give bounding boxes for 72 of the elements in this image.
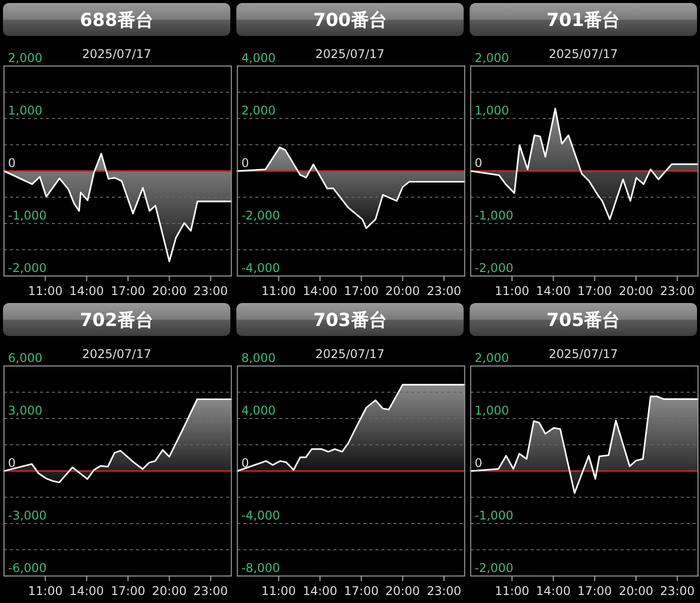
y-tick-label: 1,000 <box>474 404 510 418</box>
chart-title: 703番台 <box>313 310 387 331</box>
y-tick-label: 1,000 <box>8 104 42 118</box>
y-tick-label: 0 <box>241 156 249 170</box>
y-tick-label: -1,000 <box>474 508 514 522</box>
x-tick-label: 20:00 <box>385 584 420 598</box>
x-tick-label: 23:00 <box>660 584 695 598</box>
y-tick-label: -4,000 <box>241 508 280 522</box>
y-tick-label: -2,000 <box>474 561 514 575</box>
chart-title: 701番台 <box>546 10 620 31</box>
x-tick-label: 11:00 <box>261 284 296 298</box>
chart-subtitle: 2025/07/17 <box>548 47 618 61</box>
chart-title: 702番台 <box>80 310 154 331</box>
x-tick-label: 17:00 <box>110 284 146 298</box>
y-tick-label: 4,000 <box>241 51 276 65</box>
x-tick-label: 17:00 <box>110 584 146 598</box>
x-tick-label: 23:00 <box>193 284 228 298</box>
x-tick-label: 14:00 <box>69 584 104 598</box>
y-tick-label: 8,000 <box>241 351 276 365</box>
y-tick-label: -4,000 <box>241 261 280 275</box>
chart-subtitle: 2025/07/17 <box>548 347 618 361</box>
x-tick-label: 17:00 <box>577 584 612 598</box>
y-tick-label: 6,000 <box>8 351 42 365</box>
x-tick-label: 20:00 <box>618 584 654 598</box>
y-tick-label: 2,000 <box>8 51 42 65</box>
x-tick-label: 11:00 <box>28 584 63 598</box>
y-tick-label: -6,000 <box>8 561 47 575</box>
x-tick-label: 11:00 <box>261 584 296 598</box>
chart-subtitle: 2025/07/17 <box>82 47 152 61</box>
x-tick-label: 23:00 <box>426 584 462 598</box>
y-tick-label: 3,000 <box>8 404 42 418</box>
x-tick-label: 17:00 <box>577 284 612 298</box>
chart-subtitle: 2025/07/17 <box>315 47 385 61</box>
x-tick-label: 20:00 <box>385 284 420 298</box>
chart-title: 700番台 <box>313 10 387 31</box>
y-tick-label: 4,000 <box>241 404 276 418</box>
x-tick-label: 14:00 <box>302 584 338 598</box>
x-tick-label: 11:00 <box>28 284 63 298</box>
x-tick-label: 11:00 <box>494 284 530 298</box>
y-tick-label: 0 <box>474 456 482 470</box>
x-tick-label: 14:00 <box>536 284 571 298</box>
x-tick-label: 20:00 <box>618 284 654 298</box>
y-tick-label: -8,000 <box>241 561 280 575</box>
y-tick-label: 2,000 <box>474 351 510 365</box>
y-tick-label: 2,000 <box>474 51 510 65</box>
y-tick-label: -3,000 <box>8 508 47 522</box>
y-tick-label: -1,000 <box>474 208 514 222</box>
x-tick-label: 17:00 <box>344 584 379 598</box>
y-tick-label: 0 <box>474 156 482 170</box>
x-tick-label: 14:00 <box>69 284 104 298</box>
x-tick-label: 14:00 <box>536 584 571 598</box>
y-tick-label: 2,000 <box>241 104 276 118</box>
y-tick-label: -1,000 <box>8 208 47 222</box>
x-tick-label: 11:00 <box>494 584 530 598</box>
y-tick-label: -2,000 <box>241 208 280 222</box>
x-tick-label: 14:00 <box>302 284 338 298</box>
y-tick-label: 0 <box>241 456 249 470</box>
x-tick-label: 23:00 <box>193 584 228 598</box>
y-tick-label: -2,000 <box>8 261 47 275</box>
y-tick-label: -2,000 <box>474 261 514 275</box>
chart-title: 688番台 <box>80 10 154 31</box>
y-tick-label: 0 <box>8 156 16 170</box>
x-tick-label: 23:00 <box>426 284 462 298</box>
chart-subtitle: 2025/07/17 <box>315 347 385 361</box>
x-tick-label: 23:00 <box>660 284 695 298</box>
x-tick-label: 20:00 <box>152 284 187 298</box>
y-tick-label: 0 <box>8 456 16 470</box>
y-tick-label: 1,000 <box>474 104 510 118</box>
chart-title: 705番台 <box>546 310 620 331</box>
x-tick-label: 20:00 <box>152 584 187 598</box>
x-tick-label: 17:00 <box>344 284 379 298</box>
chart-subtitle: 2025/07/17 <box>82 347 152 361</box>
